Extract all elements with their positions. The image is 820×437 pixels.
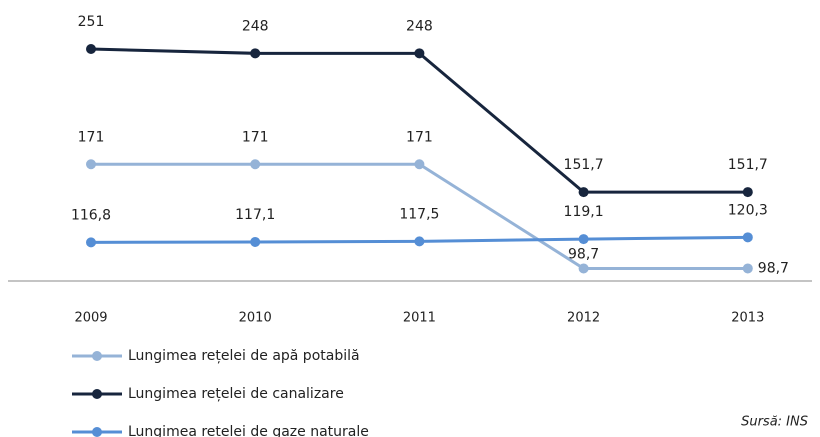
legend-marker — [92, 351, 102, 361]
data-label: 171 — [406, 129, 433, 145]
point — [250, 236, 261, 247]
x-tick-label: 2010 — [239, 311, 272, 326]
x-tick-label: 2011 — [403, 311, 436, 326]
data-label: 119,1 — [564, 204, 604, 220]
legend-marker — [92, 427, 102, 437]
point — [578, 187, 589, 198]
point — [578, 263, 589, 274]
data-label: 248 — [406, 18, 433, 34]
data-label: 117,1 — [235, 207, 275, 223]
point — [742, 187, 753, 198]
point — [742, 232, 753, 243]
data-label: 171 — [78, 129, 105, 145]
point — [414, 159, 425, 170]
point — [250, 159, 261, 170]
data-label: 120,3 — [728, 202, 768, 218]
legend-label: Lungimea rețelei de gaze naturale — [128, 424, 369, 437]
point — [414, 236, 425, 247]
legend-marker — [92, 389, 102, 399]
x-tick-label: 2013 — [731, 311, 764, 326]
point — [86, 159, 96, 170]
legend-label: Lungimea rețelei de canalizare — [128, 386, 344, 402]
data-label: 171 — [242, 129, 269, 145]
data-label: 248 — [242, 18, 269, 34]
line — [90, 47, 748, 194]
data-label: 98,7 — [758, 260, 789, 276]
point — [742, 263, 753, 274]
data-label: 116,8 — [71, 207, 111, 223]
point — [86, 43, 96, 54]
data-label: 117,5 — [399, 206, 439, 222]
data-label: 151,7 — [728, 157, 768, 173]
data-label: 251 — [78, 14, 105, 30]
point — [86, 237, 96, 248]
legend-label: Lungimea rețelei de apă potabilă — [128, 348, 360, 364]
data-label: 98,7 — [568, 246, 599, 262]
point — [578, 234, 589, 245]
x-tick-label: 2009 — [74, 311, 107, 326]
point — [250, 48, 261, 59]
point — [414, 48, 425, 59]
data-label: 151,7 — [564, 157, 604, 173]
x-tick-label: 2012 — [567, 311, 600, 326]
source: Sursă: INS — [741, 415, 808, 430]
